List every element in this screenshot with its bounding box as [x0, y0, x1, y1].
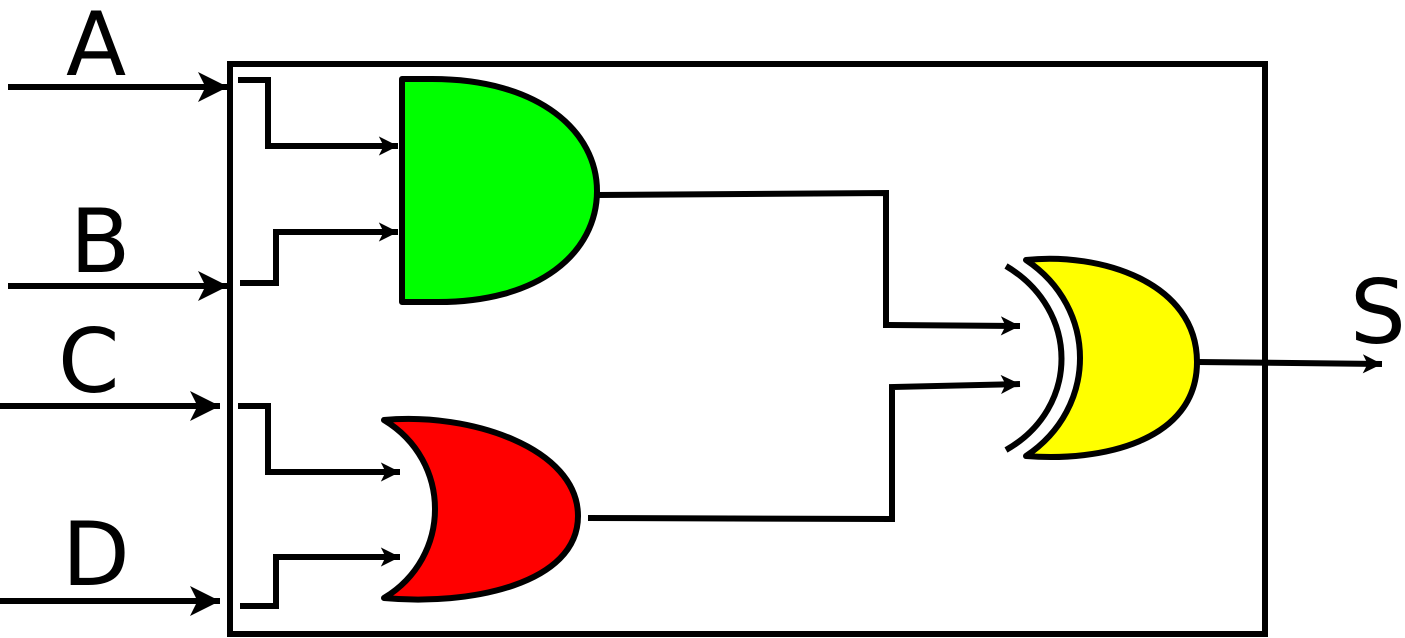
- wire-b-to-and: [240, 222, 398, 286]
- wire-c-to-or: [238, 403, 400, 482]
- wire-or-to-xnor: [587, 374, 1021, 523]
- wire-a-to-and: [238, 77, 398, 156]
- input-label-b: B: [70, 190, 130, 293]
- input-label-c: C: [58, 310, 119, 413]
- output-label-s: S: [1350, 261, 1405, 364]
- wire-d-to-or: [240, 547, 400, 609]
- or-gate: [381, 415, 581, 603]
- xnor-gate: [1023, 255, 1200, 460]
- input-label-d: D: [62, 503, 130, 606]
- circuit-box: [227, 61, 1268, 637]
- output-arrow-s: [1196, 354, 1383, 374]
- xnor-input-curve: [1004, 263, 1065, 453]
- input-label-a: A: [66, 0, 126, 96]
- and-gate: [399, 76, 600, 306]
- wire-and-to-xnor: [596, 189, 1021, 336]
